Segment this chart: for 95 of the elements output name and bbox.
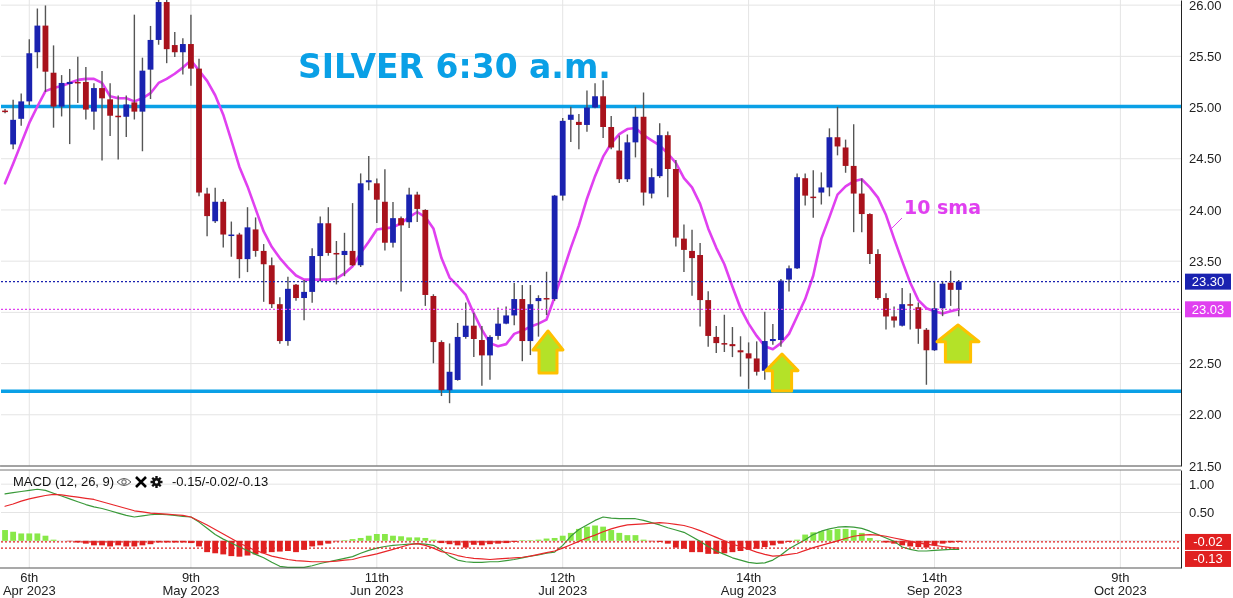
candlestick — [495, 307, 501, 340]
candlestick — [123, 95, 130, 137]
candlestick — [107, 83, 114, 136]
candlestick — [648, 168, 655, 199]
candlestick — [365, 156, 372, 191]
candlestick — [883, 293, 889, 330]
bar — [624, 535, 631, 541]
bar — [818, 531, 825, 541]
bar — [398, 536, 404, 541]
candlestick — [689, 229, 695, 296]
bar — [382, 534, 388, 541]
y-tick-label: 24.00 — [1189, 202, 1222, 218]
bar — [34, 533, 41, 541]
candlestick — [478, 326, 485, 386]
bar — [551, 537, 558, 541]
candlestick — [91, 83, 97, 130]
candlestick — [681, 224, 687, 273]
chart-title: MACD (12, 26, 9) — [13, 474, 115, 489]
candlestick — [575, 114, 582, 150]
ref-line-label: 23.30 — [1191, 274, 1225, 290]
bar — [616, 532, 623, 541]
candlestick — [171, 32, 178, 58]
candlestick — [204, 187, 211, 237]
candlestick — [818, 172, 825, 205]
candlestick — [592, 83, 598, 109]
y-tick-label: 26.00 — [1189, 0, 1222, 13]
candlestick — [260, 244, 267, 302]
x-tick-label: 6th Apr 2023 — [2, 570, 56, 598]
bar — [608, 530, 615, 541]
y-tick-label: 0.50 — [1189, 505, 1215, 521]
candlestick — [584, 90, 590, 132]
x-tick-label: 14th Aug 2023 — [720, 570, 777, 598]
bar — [18, 533, 25, 541]
ref-line-label: -0.02 — [1193, 534, 1223, 550]
y-tick-label: 22.00 — [1189, 407, 1222, 423]
x-tick-label: 14th Sep 2023 — [906, 570, 963, 598]
candlestick — [462, 302, 469, 339]
bar — [632, 535, 639, 541]
bar — [365, 535, 372, 541]
candlestick — [131, 14, 138, 120]
candlestick — [713, 326, 720, 354]
candlestick — [745, 342, 752, 389]
x-tick-label: 9th Oct 2023 — [1094, 570, 1147, 598]
bar — [866, 537, 873, 541]
candlestick — [398, 216, 404, 292]
candlestick — [179, 38, 186, 75]
bar — [26, 533, 33, 541]
ref-line-label: -0.13 — [1193, 551, 1223, 567]
candlestick — [567, 106, 574, 143]
candlestick — [753, 341, 760, 376]
chart-subtitle: -0.15/-0.02/-0.13 — [172, 474, 269, 489]
candlestick — [18, 93, 25, 126]
bar — [422, 537, 429, 541]
text: SILVER 6:30 a.m. — [298, 47, 611, 86]
bar — [406, 537, 413, 541]
candlestick — [608, 116, 615, 150]
candlestick — [373, 178, 380, 223]
candlestick — [543, 271, 550, 316]
bar — [10, 531, 17, 541]
candlestick — [66, 68, 73, 145]
x-tick-label: 11th Jun 2023 — [350, 570, 404, 598]
y-tick-label: 24.50 — [1189, 151, 1222, 167]
bar — [414, 537, 421, 541]
candlestick — [858, 178, 865, 233]
candlestick — [414, 191, 421, 222]
candlestick — [487, 335, 493, 380]
bar — [559, 535, 566, 541]
candlestick — [802, 173, 809, 206]
x-tick-label: 12th Jul 2023 — [538, 570, 588, 598]
candlestick — [58, 75, 65, 117]
candlestick — [899, 288, 906, 327]
y-tick-label: 23.50 — [1189, 253, 1222, 269]
candlestick — [470, 312, 477, 358]
bar — [357, 537, 364, 541]
ref-line-label: 23.03 — [1191, 301, 1225, 317]
bar — [584, 526, 590, 541]
series-label: 10 sma — [904, 196, 981, 218]
y-tick-label: 25.50 — [1189, 48, 1222, 64]
candlestick — [212, 187, 219, 223]
candlestick — [721, 314, 728, 352]
candlestick — [915, 302, 922, 344]
bar — [2, 530, 8, 541]
candlestick — [99, 70, 105, 161]
candlestick — [769, 323, 776, 345]
y-tick-label: 21.50 — [1189, 458, 1222, 474]
y-tick-label: 22.50 — [1189, 356, 1222, 372]
y-tick-label: 25.00 — [1189, 100, 1222, 116]
x-tick-label: 9th May 2023 — [162, 570, 220, 598]
candlestick — [907, 293, 914, 330]
bar — [373, 534, 380, 541]
candlestick — [891, 306, 897, 328]
bar — [390, 535, 396, 541]
bar — [592, 525, 598, 541]
y-tick-label: 1.00 — [1189, 476, 1215, 492]
candlestick — [947, 270, 954, 306]
